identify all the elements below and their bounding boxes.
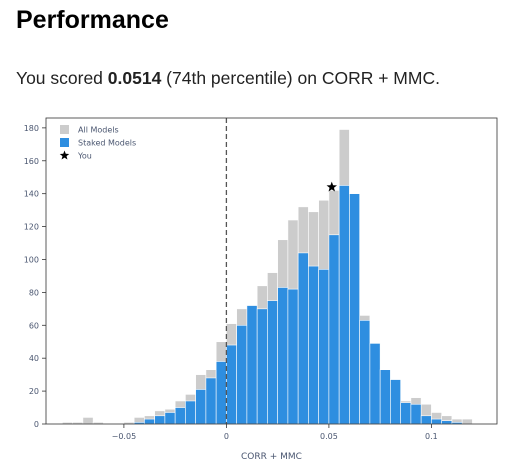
staked-models-bar: [410, 403, 422, 425]
legend-label-staked-models: Staked Models: [78, 139, 136, 148]
y-axis: 0 20 40 60 80 100 120 140 160 180: [24, 124, 46, 429]
staked-models-bar: [308, 265, 319, 425]
staked-models-bar: [431, 418, 442, 425]
legend-swatch-all-models: [60, 125, 69, 134]
staked-models-bar: [359, 320, 371, 425]
staked-models-bar: [328, 234, 340, 425]
staked-models-bar: [154, 415, 166, 425]
staked-models-bar: [164, 412, 176, 425]
staked-models-bar: [144, 418, 155, 425]
staked-models-bar: [349, 193, 360, 425]
staked-models-bar: [318, 269, 330, 425]
staked-models-bar: [256, 308, 268, 425]
summary-middle: (74th percentile) on: [161, 68, 322, 88]
score-value: 0.0514: [107, 68, 162, 88]
y-tick-label: 60: [29, 321, 39, 330]
staked-models-bar: [185, 400, 196, 425]
staked-models-bar: [287, 288, 299, 425]
staked-models-bar: [390, 379, 401, 425]
staked-models-bar: [215, 361, 227, 425]
plot-frame: [45, 117, 498, 425]
staked-models-bar: [205, 377, 217, 425]
all-models-bar: [82, 417, 94, 425]
legend-swatch-staked-models: [60, 138, 69, 147]
y-tick-label: 180: [24, 124, 39, 133]
y-tick-label: 120: [24, 223, 39, 232]
x-tick-label: 0.05: [320, 432, 338, 441]
you-star-icon: [326, 181, 337, 192]
all-models-bar: [461, 418, 473, 425]
y-tick-label: 40: [29, 354, 39, 363]
histogram-svg: 0 20 40 60 80 100 120 140 160 180 −0.05 0 0.05 0.1 C…: [24, 117, 498, 462]
y-tick-label: 140: [24, 190, 39, 199]
staked-models-bars: [133, 185, 463, 425]
x-tick-label: −0.05: [112, 432, 137, 441]
y-tick-label: 0: [34, 420, 39, 429]
legend-star-icon: [59, 150, 70, 160]
x-axis: −0.05 0 0.05 0.1: [112, 424, 438, 441]
summary-prefix: You scored: [16, 68, 108, 88]
performance-histogram: 0 20 40 60 80 100 120 140 160 180 −0.05 0 0.05 0.1 C…: [0, 112, 524, 470]
score-summary: You scored 0.0514 (74th percentile) on C…: [16, 68, 440, 89]
y-tick-label: 20: [29, 387, 39, 396]
x-tick-label: 0: [224, 432, 229, 441]
page-title: Performance: [16, 6, 169, 34]
y-tick-label: 160: [24, 157, 39, 166]
staked-models-bar: [277, 287, 289, 425]
staked-models-bar: [338, 185, 350, 425]
staked-models-bar: [441, 420, 453, 425]
staked-models-bar: [379, 369, 391, 425]
staked-models-bar: [174, 407, 186, 425]
legend-label-you: You: [77, 152, 92, 161]
staked-models-bar: [246, 305, 258, 425]
staked-models-bar: [236, 324, 248, 425]
legend: All Models Staked Models You: [59, 125, 136, 161]
staked-models-bar: [267, 300, 278, 425]
staked-models-bar: [369, 343, 381, 425]
summary-suffix: .: [435, 68, 440, 88]
staked-models-bar: [400, 402, 412, 425]
you-marker: [326, 181, 337, 192]
x-axis-label: CORR + MMC: [241, 452, 302, 462]
staked-models-bar: [195, 389, 207, 425]
y-tick-label: 100: [24, 255, 39, 264]
staked-models-bar: [420, 415, 432, 425]
staked-models-bar: [297, 252, 309, 425]
metric-name: CORR + MMC: [321, 68, 436, 88]
x-tick-label: 0.1: [425, 432, 438, 441]
y-tick-label: 80: [29, 288, 39, 297]
staked-models-bar: [226, 344, 237, 425]
legend-label-all-models: All Models: [78, 126, 119, 135]
